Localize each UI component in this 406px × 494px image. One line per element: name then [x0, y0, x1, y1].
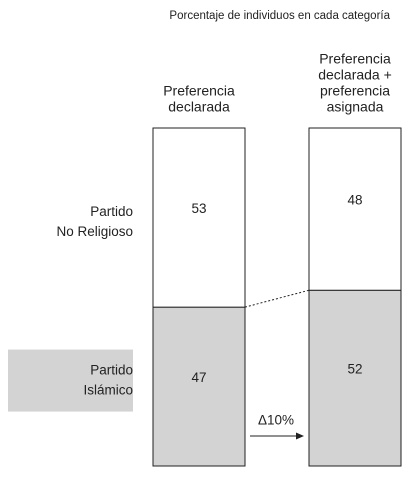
- category-label: preferencia: [320, 83, 390, 99]
- legend-box: [8, 349, 133, 412]
- chart-subtitle: Porcentaje de individuos en cada categor…: [169, 10, 390, 22]
- arrow-head: [296, 432, 304, 440]
- annotation: Δ10%: [258, 413, 294, 428]
- data-label: 53: [191, 201, 206, 216]
- category-label: asignada: [327, 99, 384, 115]
- bar-segment: [308, 289, 402, 467]
- bar-segment: [152, 127, 246, 308]
- category-label: declarada: [168, 99, 230, 115]
- category-label: Preferencia: [163, 83, 235, 99]
- bar-segment: [308, 127, 402, 291]
- data-label: 48: [347, 193, 362, 208]
- data-label: 52: [347, 362, 362, 377]
- category-label: declarada +: [318, 67, 392, 83]
- legend-label: Partido No Religioso: [56, 204, 133, 239]
- category-label: Preferencia: [319, 51, 391, 67]
- bar-segment: [152, 306, 246, 467]
- legend-label: Partido Islámico: [83, 362, 133, 397]
- connector: [244, 289, 310, 308]
- data-label: 47: [191, 370, 206, 385]
